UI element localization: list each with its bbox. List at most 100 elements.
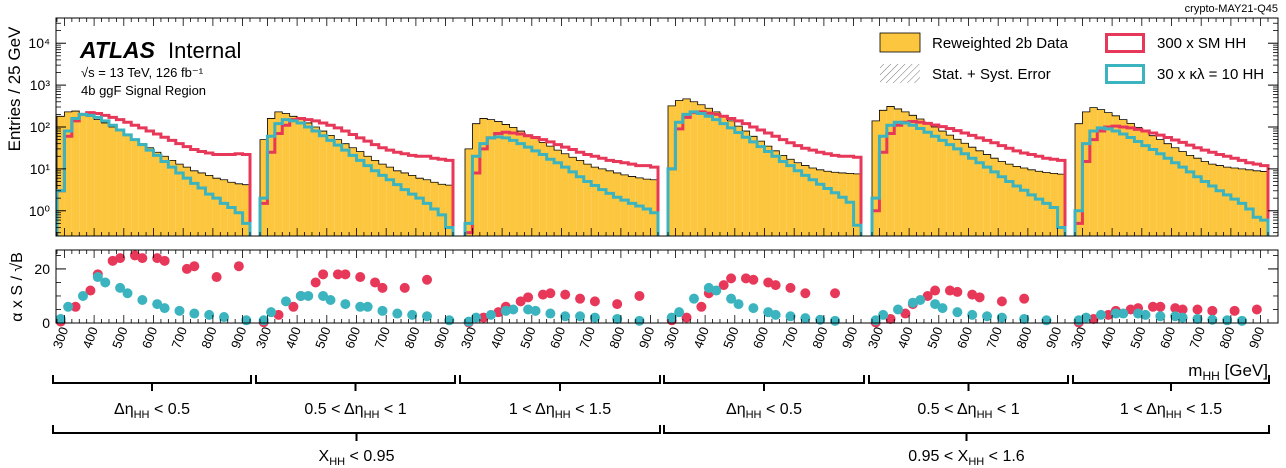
eta-region-label: 1 < ΔηHH < 1.5 [509,401,611,421]
sm-significance-point [900,308,911,319]
background-bar [146,147,154,236]
kl10-significance-point [407,309,418,320]
background-bar [131,138,139,236]
x-tick-label: 400 [1097,325,1119,351]
background-bar [465,148,473,236]
background-outline [464,118,658,236]
x-tick-label: 400 [690,325,712,351]
background-bar [1027,169,1036,236]
sm-significance-point [1229,305,1240,316]
background-bar [356,151,364,236]
sm-significance-point [288,301,299,312]
kl10-significance-point [1140,309,1151,320]
xhh-region-label: XHH < 0.95 [319,448,395,468]
background-bar [879,110,887,236]
background-bar [1050,173,1058,236]
x-tick-label: 300 [50,325,72,351]
xhh-bracket [52,425,661,434]
kl10-significance-point [711,285,722,296]
xhh-bracket [663,425,1270,434]
background-bar [794,162,802,236]
background-bar [901,111,910,236]
x-tick-label: 600 [547,325,569,351]
kl10-significance-point [726,293,737,304]
kl10-significance-point [463,316,474,327]
kl10-significance-point [325,295,336,306]
legend-swatch-background [879,32,921,53]
eta-bracket [663,375,865,384]
sm-significance-point [1103,309,1114,320]
background-bar [64,111,72,236]
background-bar [1253,170,1261,236]
kl10-significance-point [530,305,541,316]
kl10-significance-point [930,299,941,310]
legend-swatch-signal [1105,64,1145,84]
sm-significance-point [399,282,410,293]
background-bar [494,121,503,236]
background-bar [160,156,169,236]
kl10-significance-point [545,308,556,319]
background-bar [408,175,416,236]
background-bar [227,182,236,236]
kl10-significance-point [204,309,215,320]
legend-swatch-error [880,64,920,83]
kl10-significance-point [77,290,88,301]
background-bar [220,179,228,236]
background-bar [931,127,939,236]
kl10-significance-point [915,295,926,306]
background-bar [386,167,394,236]
kl10-significance-point [878,309,889,320]
background-bar [1075,123,1083,236]
x-axis-label: mHH [GeV] [1188,361,1268,383]
kl10-significance-point [748,303,759,314]
x-tick-label: 300 [661,325,683,351]
kl10-significance-point [219,312,230,323]
background-bar [554,150,562,236]
x-tick-label: 300 [458,325,480,351]
y-tick-label: 10⁴ [28,35,50,51]
background-bar [153,152,161,236]
kl10-significance-point [952,307,963,318]
atlas-label: ATLAS Internal √s = 13 TeV, 126 fb⁻¹ 4b … [79,37,241,98]
kl10-significance-point [422,311,433,322]
background-bar [583,164,592,236]
atlas-logo-text: ATLAS [79,37,156,63]
background-outline [871,106,1065,236]
background-bar [319,131,327,236]
signal-histogram-group [55,110,1270,236]
background-bar [983,154,991,236]
background-bar [415,178,424,236]
background-bar [1013,166,1021,236]
background-bar [801,165,810,236]
x-tick-label: 400 [282,325,304,351]
sm-significance-point [355,272,366,283]
background-bar [1126,123,1135,236]
region-text: 4b ggF Signal Region [81,83,206,98]
background-bar [606,170,614,236]
y-tick-label: 10¹ [30,161,51,177]
kl10-significance-point [892,304,903,315]
kl10-significance-point [1095,309,1106,320]
x-tick-label: 400 [894,325,916,351]
x-tick-label: 900 [431,325,453,351]
background-bar [968,147,976,236]
background-bar [591,167,599,236]
background-bar [546,146,555,236]
y-tick-label: 10³ [30,77,51,93]
background-bar [509,127,517,236]
kl10-significance-point [340,299,351,310]
background-bar [235,183,243,236]
sm-significance-point [1170,303,1181,314]
eta-bracket [52,375,252,384]
x-tick-label: 600 [139,325,161,351]
background-bar [712,111,720,236]
sm-significance-point [830,288,841,299]
background-bar [816,169,824,236]
background-bar [886,106,895,236]
kl10-significance-point [688,293,699,304]
sm-significance-point [696,301,707,312]
background-bar [502,124,510,236]
kl10-histogram-line [463,135,660,236]
region-brackets: ΔηHH < 0.5 0.5 < ΔηHH < 1 1 < ΔηHH < 1.5 Δη… [52,375,1270,468]
